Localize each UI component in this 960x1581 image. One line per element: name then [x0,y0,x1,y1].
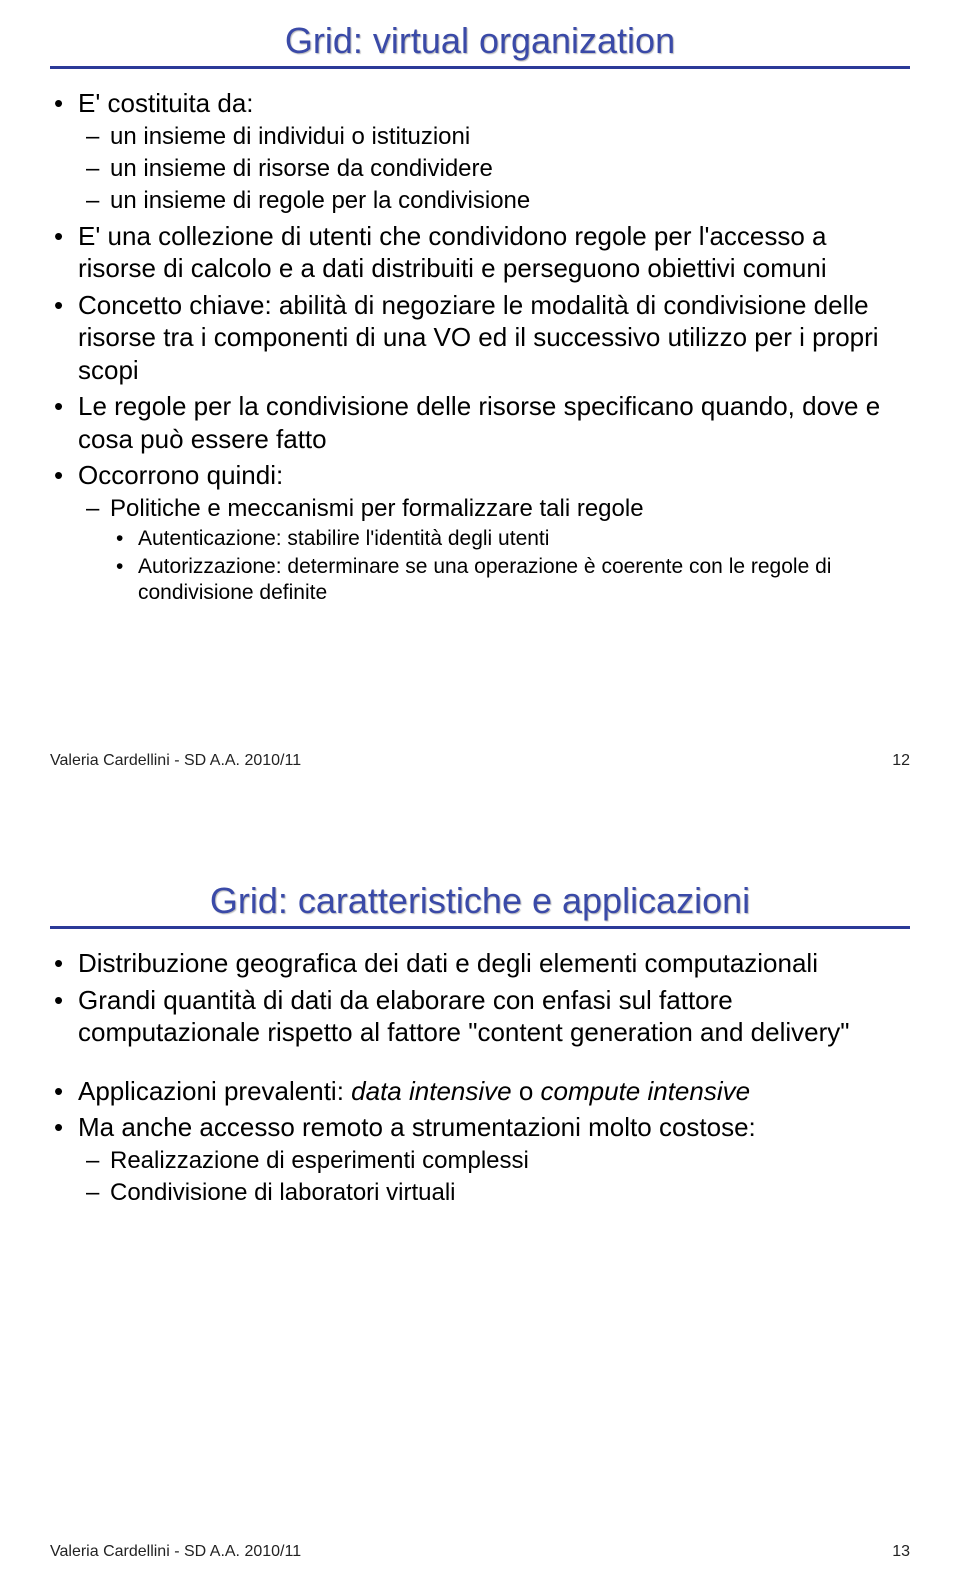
bullet: Occorrono quindi: Politiche e meccanismi… [50,459,910,606]
bullet-text: Ma anche accesso remoto a strumentazioni… [78,1112,756,1142]
bullet: Applicazioni prevalenti: data intensive … [50,1075,910,1108]
bullet-italic: data intensive [351,1076,511,1106]
slide-title: Grid: virtual organization [50,20,910,62]
sub-bullet: Condivisione di laboratori virtuali [78,1178,910,1208]
footer-page-number: 12 [892,752,910,770]
bullet-text-part: o [512,1076,541,1106]
title-rule [50,926,910,929]
slide-footer: Valeria Cardellini - SD A.A. 2010/11 13 [50,1543,910,1561]
sub-bullet: Politiche e meccanismi per formalizzare … [78,494,910,607]
bullet: Distribuzione geografica dei dati e degl… [50,947,910,980]
sub-bullet-text: Politiche e meccanismi per formalizzare … [110,495,644,522]
sub-bullet: un insieme di risorse da condividere [78,154,910,184]
bullet-text: E' costituita da: [78,88,254,118]
slide-content: Distribuzione geografica dei dati e degl… [50,947,910,1208]
slide-1: Grid: virtual organization E' costituita… [0,0,960,790]
bullet-text: Occorrono quindi: [78,460,283,490]
sub-bullet: Realizzazione di esperimenti complessi [78,1146,910,1176]
slide-footer: Valeria Cardellini - SD A.A. 2010/11 12 [50,752,910,770]
bullet-italic: compute intensive [541,1076,751,1106]
sub-sub-bullet: Autorizzazione: determinare se una opera… [110,554,910,607]
bullet-text-part: Applicazioni prevalenti: [78,1076,351,1106]
footer-author: Valeria Cardellini - SD A.A. 2010/11 [50,752,301,769]
sub-bullet: un insieme di individui o istituzioni [78,122,910,152]
bullet: Grandi quantità di dati da elaborare con… [50,984,910,1049]
footer-author: Valeria Cardellini - SD A.A. 2010/11 [50,1543,301,1560]
title-rule [50,66,910,69]
bullet: Ma anche accesso remoto a strumentazioni… [50,1111,910,1208]
bullet: Concetto chiave: abilità di negoziare le… [50,289,910,387]
bullet: E' costituita da: un insieme di individu… [50,87,910,216]
slide-content: E' costituita da: un insieme di individu… [50,87,910,606]
slide-2: Grid: caratteristiche e applicazioni Dis… [0,790,960,1581]
sub-sub-bullet: Autenticazione: stabilire l'identità deg… [110,526,910,552]
bullet: E' una collezione di utenti che condivid… [50,220,910,285]
footer-page-number: 13 [892,1543,910,1561]
bullet: Le regole per la condivisione delle riso… [50,390,910,455]
sub-bullet: un insieme di regole per la condivisione [78,186,910,216]
slide-title: Grid: caratteristiche e applicazioni [50,880,910,922]
